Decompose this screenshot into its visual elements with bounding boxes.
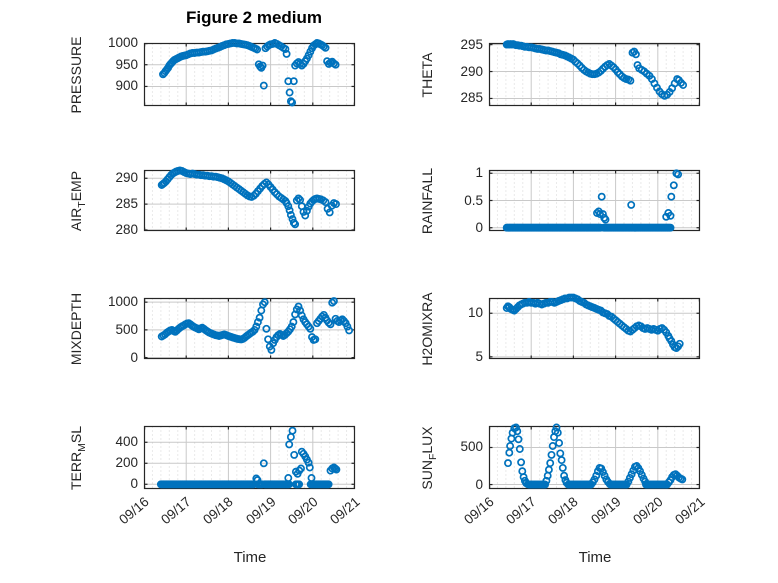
y-tick-label: 1 bbox=[475, 165, 483, 181]
axes-box bbox=[143, 297, 356, 360]
tick-marks bbox=[144, 43, 355, 106]
y-tick-label: 900 bbox=[115, 78, 138, 94]
y-axis-label-text: MIXDEPTH bbox=[68, 292, 84, 365]
y-axis-label-text: TERR bbox=[68, 451, 84, 490]
y-axis-label-text: EMP bbox=[68, 170, 84, 201]
y-axis-label-text: AIR bbox=[68, 207, 84, 231]
subplot-pressure bbox=[143, 39, 356, 107]
subplot-terr_msl bbox=[143, 425, 356, 490]
plot-area bbox=[143, 39, 356, 107]
y-tick-label: 500 bbox=[115, 321, 138, 337]
major-grid bbox=[489, 298, 700, 359]
y-axis-label-text: RAINFALL bbox=[419, 167, 435, 234]
x-tick-label: 09/18 bbox=[200, 494, 237, 528]
subplot-theta bbox=[488, 40, 701, 107]
y-tick-label: 285 bbox=[460, 90, 483, 106]
subplot-sun_flux bbox=[488, 423, 701, 490]
x-tick-label: 09/18 bbox=[545, 494, 582, 528]
x-tick-label: 09/19 bbox=[587, 494, 624, 528]
plot-area bbox=[143, 425, 356, 490]
x-axis-label-right: Time bbox=[578, 549, 612, 566]
axes-box bbox=[488, 297, 701, 360]
subplot-h2omixra bbox=[488, 293, 701, 360]
axes-box bbox=[488, 425, 701, 490]
y-tick-label: 400 bbox=[115, 434, 138, 450]
data-points bbox=[156, 426, 341, 489]
y-axis-label-subscript: F bbox=[426, 453, 439, 460]
y-tick-label: 10 bbox=[467, 305, 483, 321]
x-tick-label: 09/21 bbox=[327, 494, 363, 528]
x-tick-label: 09/16 bbox=[116, 494, 152, 528]
data-points bbox=[502, 40, 688, 100]
plot-area bbox=[488, 40, 701, 107]
y-tick-label: 1000 bbox=[107, 294, 138, 310]
figure-title: Figure 2 medium bbox=[185, 8, 323, 27]
axes-box bbox=[488, 42, 701, 107]
subplot-air_temp bbox=[143, 166, 356, 232]
y-tick-label: 500 bbox=[460, 439, 483, 455]
data-points bbox=[157, 297, 354, 354]
y-axis-label-text: PRESSURE bbox=[68, 35, 84, 114]
plot-area bbox=[143, 297, 356, 360]
y-tick-label: 1000 bbox=[107, 35, 138, 50]
y-axis-label-sun_flux: SUNFLUX bbox=[417, 383, 439, 533]
data-points bbox=[502, 293, 684, 353]
tick-marks bbox=[144, 170, 355, 231]
y-tick-label: 290 bbox=[460, 63, 483, 79]
x-axis-label-left: Time bbox=[233, 549, 267, 566]
y-axis-label-rainfall: RAINFALL bbox=[417, 126, 437, 276]
y-tick-label: 200 bbox=[115, 455, 138, 471]
y-axis-label-text: SL bbox=[68, 425, 84, 443]
y-axis-label-mixdepth: MIXDEPTH bbox=[66, 254, 86, 404]
y-axis-label-text: THETA bbox=[419, 52, 435, 97]
plot-area bbox=[143, 166, 356, 232]
y-tick-label: 0 bbox=[475, 219, 483, 235]
y-axis-label-text: H2OMIXRA bbox=[419, 291, 435, 366]
plot-area bbox=[488, 293, 701, 360]
y-axis-label-text: SUN bbox=[419, 459, 435, 490]
y-tick-label: 295 bbox=[460, 36, 483, 52]
data-points bbox=[502, 169, 683, 232]
y-tick-label: 5 bbox=[475, 348, 483, 364]
subplot-rainfall bbox=[488, 169, 701, 232]
data-points bbox=[157, 166, 340, 229]
subplot-mixdepth bbox=[143, 297, 356, 360]
y-axis-label-subscript: T bbox=[75, 200, 88, 208]
y-tick-label: 0.5 bbox=[464, 192, 483, 208]
y-axis-label-terr_msl: TERRMSL bbox=[66, 383, 88, 533]
data-points bbox=[504, 423, 687, 489]
plot-area bbox=[488, 169, 701, 232]
data-points bbox=[159, 39, 340, 107]
y-axis-label-text: LUX bbox=[419, 425, 435, 454]
y-tick-label: 290 bbox=[115, 170, 138, 186]
tick-marks bbox=[144, 298, 355, 359]
y-tick-label: 0 bbox=[130, 476, 138, 492]
plot-area bbox=[488, 423, 701, 490]
y-axis-label-air_temp: AIRTEMP bbox=[66, 126, 88, 276]
y-axis-label-subscript: M bbox=[75, 442, 88, 452]
y-tick-label: 0 bbox=[475, 476, 483, 492]
y-tick-label: 280 bbox=[115, 221, 138, 237]
y-tick-label: 950 bbox=[115, 56, 138, 72]
x-tick-label: 09/19 bbox=[242, 494, 279, 528]
axes-box bbox=[143, 425, 356, 490]
axes-box bbox=[143, 169, 356, 232]
y-axis-label-h2omixra: H2OMIXRA bbox=[417, 254, 437, 404]
x-tick-label: 09/16 bbox=[461, 494, 497, 528]
x-tick-label: 09/21 bbox=[672, 494, 708, 528]
y-tick-label: 0 bbox=[130, 349, 138, 365]
y-tick-label: 285 bbox=[115, 196, 138, 212]
